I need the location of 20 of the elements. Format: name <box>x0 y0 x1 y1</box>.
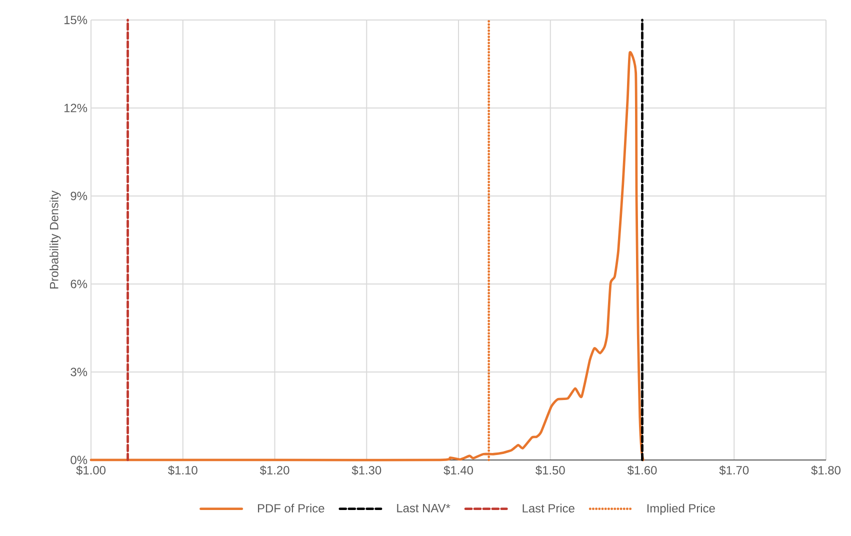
x-tick-label: $1.40 <box>444 466 473 476</box>
y-tick-label: 12% <box>64 104 88 112</box>
x-tick-label: $1.60 <box>627 466 657 476</box>
x-tick-label: $1.50 <box>536 466 565 476</box>
legend-label: PDF of Price <box>258 504 324 513</box>
x-tick-label: $1.00 <box>76 466 106 476</box>
y-axis-title: Probability Density <box>50 190 61 289</box>
y-tick-label: 6% <box>70 280 88 288</box>
x-tick-label: $1.10 <box>168 466 198 476</box>
legend-label: Last Price <box>522 504 574 513</box>
legend-label: Last NAV* <box>397 504 450 512</box>
x-tick-label: $1.30 <box>352 466 382 476</box>
y-tick-label: 0% <box>70 456 88 464</box>
x-tick-label: $1.20 <box>260 466 290 476</box>
legend-label: Implied Price <box>647 504 715 515</box>
y-tick-label: 15% <box>64 16 88 24</box>
x-tick-label: $1.80 <box>811 466 840 476</box>
x-tick-label: $1.70 <box>719 466 749 476</box>
y-tick-label: 3% <box>70 368 88 376</box>
y-tick-label: 9% <box>70 192 88 200</box>
